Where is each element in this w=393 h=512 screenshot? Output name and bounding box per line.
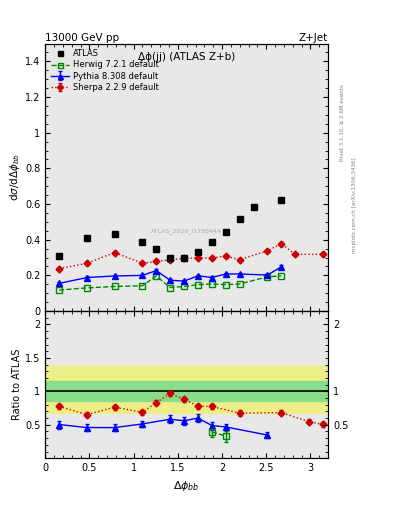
ATLAS [84,235,89,241]
Legend: ATLAS, Herwig 7.2.1 default, Pythia 8.308 default, Sherpa 2.2.9 default: ATLAS, Herwig 7.2.1 default, Pythia 8.30… [50,48,160,93]
Text: Z+Jet: Z+Jet [299,33,328,42]
Line: ATLAS: ATLAS [56,197,284,261]
X-axis label: $\Delta\phi_{bb}$: $\Delta\phi_{bb}$ [173,479,200,493]
Text: Rivet 3.1.10, ≥ 2.6M events: Rivet 3.1.10, ≥ 2.6M events [340,84,345,161]
Text: 13000 GeV pp: 13000 GeV pp [45,33,119,42]
ATLAS [209,239,214,245]
ATLAS [112,231,117,238]
ATLAS [182,254,186,261]
Bar [45,381,328,401]
Y-axis label: Ratio to ATLAS: Ratio to ATLAS [12,349,22,420]
ATLAS [154,246,159,252]
ATLAS [251,204,256,210]
ATLAS [237,216,242,222]
ATLAS [57,253,61,260]
ATLAS [279,197,284,203]
Text: ATLAS_2020_I1788444: ATLAS_2020_I1788444 [151,228,222,233]
ATLAS [140,239,145,245]
ATLAS [223,229,228,235]
ATLAS [196,249,200,255]
Bar [45,366,328,413]
Y-axis label: d$\sigma$/d$\Delta\phi_{bb}$: d$\sigma$/d$\Delta\phi_{bb}$ [8,153,22,201]
Text: mcplots.cern.ch [arXiv:1306.3436]: mcplots.cern.ch [arXiv:1306.3436] [352,157,357,252]
Text: Δϕ(jj) (ATLAS Z+b): Δϕ(jj) (ATLAS Z+b) [138,52,235,61]
ATLAS [168,255,173,261]
